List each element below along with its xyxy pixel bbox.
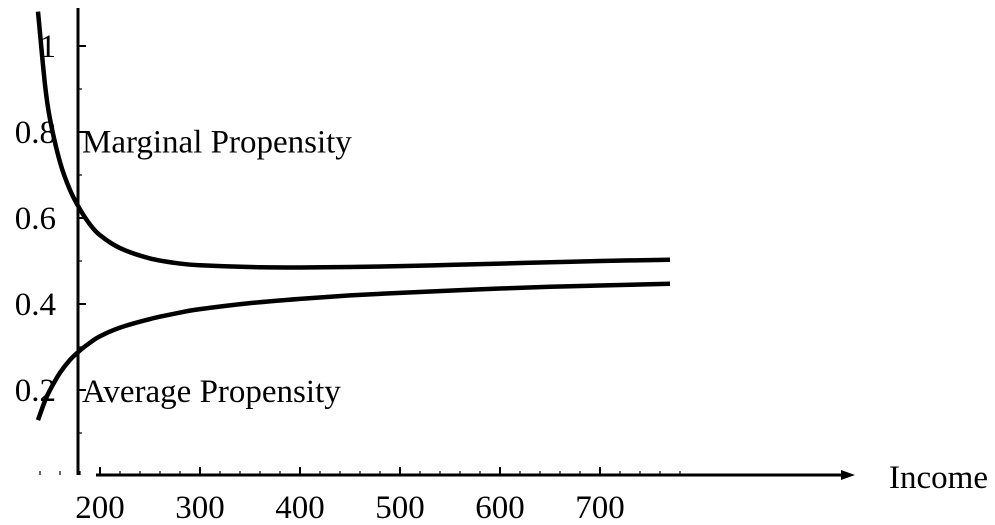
- annotation-average-propensity: Average Propensity: [82, 374, 341, 410]
- y-ticks: 0.20.40.60.81: [15, 29, 86, 409]
- y-tick-label: 0.6: [15, 201, 56, 237]
- x-tick-label: 700: [575, 490, 625, 525]
- x-tick-label: 400: [275, 490, 325, 525]
- axes: [76, 8, 855, 480]
- annotation-marginal-propensity: Marginal Propensity: [82, 125, 352, 161]
- x-axis-title: Income: [889, 460, 988, 496]
- series-group: [35, 11, 671, 421]
- x-tick-label: 600: [475, 490, 525, 525]
- x-tick-label: 300: [175, 490, 225, 525]
- x-ticks: 200 300 400 500 600 700: [75, 467, 625, 525]
- y-tick-label: 0.4: [15, 287, 56, 323]
- x-tick-label: 500: [375, 490, 425, 525]
- series-line-marginal: [35, 11, 671, 270]
- x-tick-label: 200: [75, 490, 125, 525]
- x-axis-arrow: [841, 470, 855, 480]
- minor-ticks: [39, 88, 681, 475]
- series-line-average: [35, 281, 671, 421]
- annotations: Marginal Propensity Average Propensity: [82, 125, 352, 410]
